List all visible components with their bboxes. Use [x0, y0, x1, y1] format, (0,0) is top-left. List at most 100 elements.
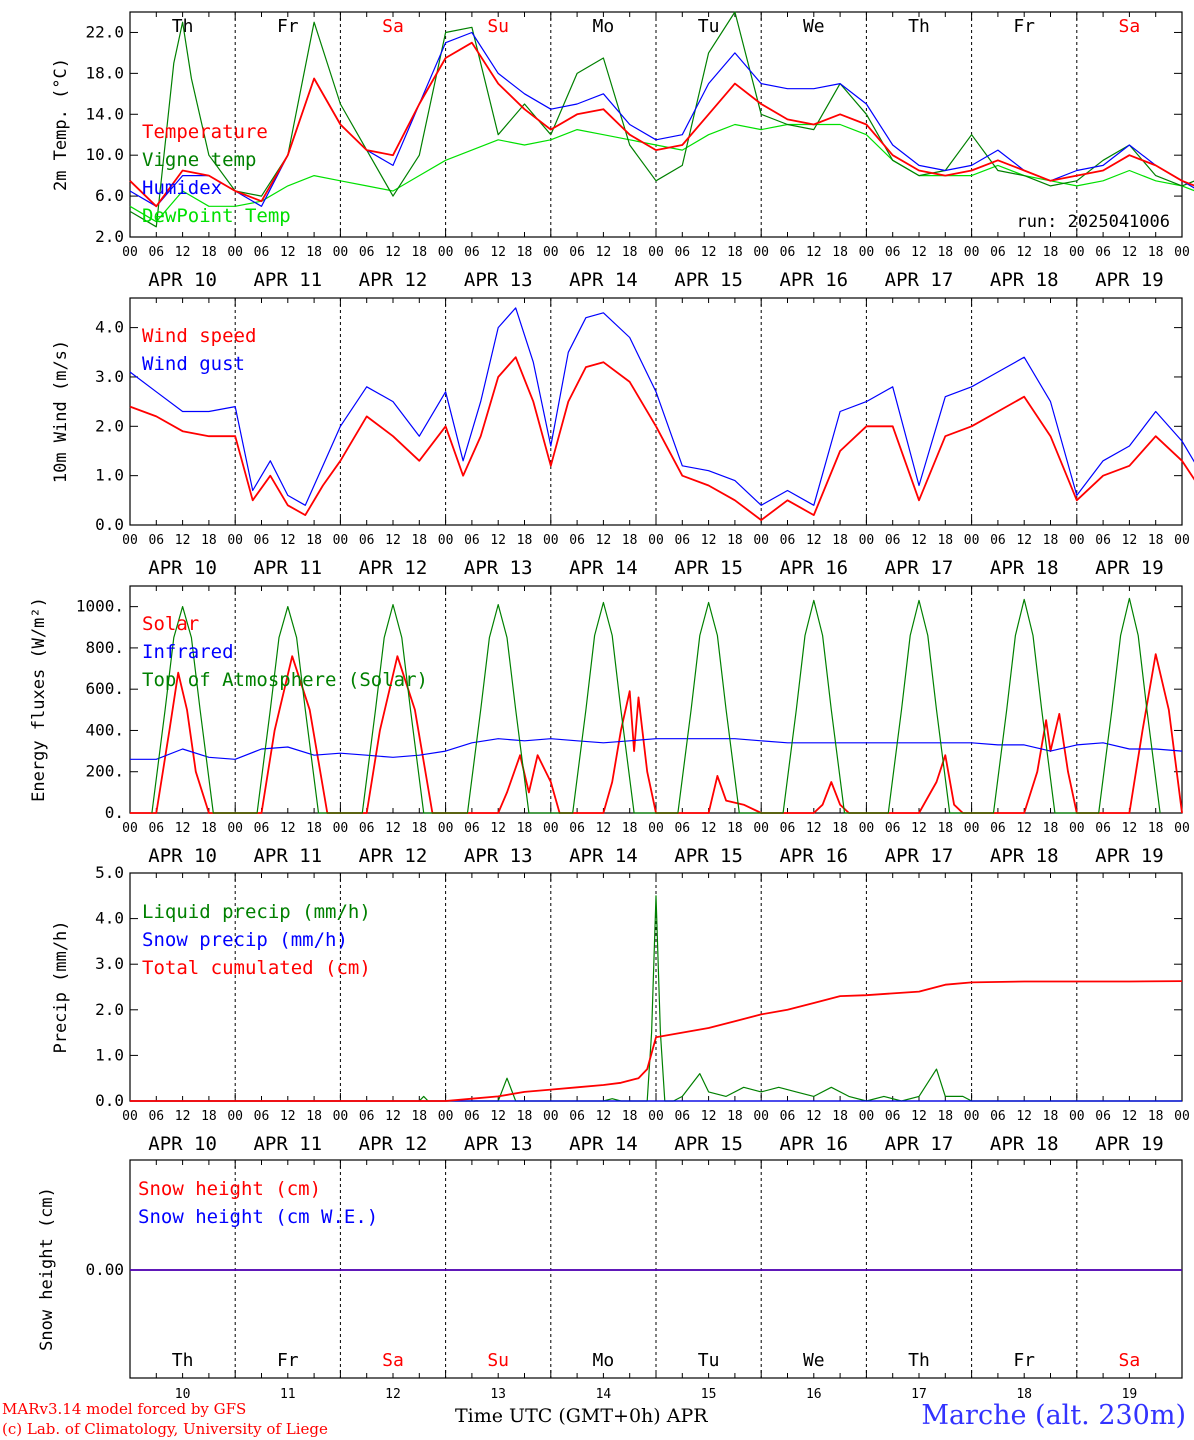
hour-tick-label: 12 — [175, 1109, 191, 1124]
date-number-label: 14 — [596, 1387, 612, 1402]
hour-tick-label: 06 — [254, 533, 270, 548]
legend-entry: Temperature — [142, 121, 268, 143]
hour-tick-label: 18 — [306, 1109, 322, 1124]
hour-tick-label: 06 — [148, 1109, 164, 1124]
hour-tick-label: 18 — [201, 1109, 217, 1124]
series-line-total-cumulated-cm- — [130, 980, 1183, 1102]
hour-tick-label: 00 — [1174, 245, 1190, 260]
hour-tick-label: 00 — [438, 1109, 454, 1124]
day-name-label: Th — [908, 1350, 930, 1371]
run-annotation: run: 2025041006 — [1016, 212, 1170, 232]
hour-tick-label: 06 — [990, 821, 1006, 836]
hour-tick-label: 18 — [1043, 245, 1059, 260]
panel-1: 2.0 6.0 10.0 14.0 18.0 22.0 2m Temp. (°C) Tempe… — [51, 11, 1194, 291]
y-tick-label: 2.0 — [95, 1000, 124, 1019]
hour-tick-label: 06 — [464, 1109, 480, 1124]
hour-tick-label: 00 — [1069, 245, 1085, 260]
date-number-label: 18 — [1016, 1387, 1032, 1402]
hour-tick-label: 06 — [1095, 1109, 1111, 1124]
panel-2: 0.0 1.0 2.0 3.0 4.0 10m Wind (m/s) Wind speed W… — [51, 297, 1194, 579]
y-tick-label: 400. — [85, 720, 124, 739]
hour-tick-label: 12 — [596, 821, 612, 836]
hour-tick-label: 00 — [438, 533, 454, 548]
hour-tick-label: 06 — [674, 245, 690, 260]
date-label: APR 18 — [990, 845, 1059, 867]
day-name-label: Sa — [1119, 1350, 1141, 1371]
hour-tick-label: 18 — [517, 245, 533, 260]
hour-tick-label: 18 — [306, 533, 322, 548]
date-label: APR 18 — [990, 557, 1059, 579]
date-label: APR 19 — [1095, 845, 1164, 867]
hour-tick-label: 18 — [306, 821, 322, 836]
y-tick-label: 0.0 — [95, 515, 124, 534]
legend-entry: Top of Atmosphere (Solar) — [142, 669, 428, 691]
hour-tick-label: 12 — [911, 1109, 927, 1124]
hour-tick-label: 06 — [464, 533, 480, 548]
hour-tick-label: 12 — [385, 1109, 401, 1124]
hour-tick-label: 06 — [359, 533, 375, 548]
day-name-label: Fr — [277, 16, 299, 37]
hour-tick-label: 18 — [411, 1109, 427, 1124]
hour-tick-label: 18 — [201, 533, 217, 548]
hour-tick-label: 06 — [569, 245, 585, 260]
hour-tick-label: 18 — [517, 821, 533, 836]
hour-tick-label: 06 — [990, 1109, 1006, 1124]
hour-tick-label: 00 — [964, 245, 980, 260]
date-label: APR 10 — [148, 269, 217, 291]
hour-tick-label: 18 — [937, 821, 953, 836]
hour-tick-label: 00 — [333, 533, 349, 548]
hour-tick-label: 12 — [385, 533, 401, 548]
hour-tick-label: 12 — [596, 1109, 612, 1124]
hour-tick-label: 00 — [122, 821, 138, 836]
hour-tick-label: 06 — [254, 1109, 270, 1124]
date-label: APR 16 — [779, 845, 848, 867]
hour-tick-label: 00 — [333, 1109, 349, 1124]
y-tick-label: 3.0 — [95, 954, 124, 973]
hour-tick-label: 06 — [780, 1109, 796, 1124]
legend-entry: Snow height (cm) — [138, 1178, 321, 1200]
hour-tick-label: 18 — [517, 533, 533, 548]
hour-tick-label: 12 — [911, 821, 927, 836]
legend-entry: Infrared — [142, 641, 234, 663]
legend-entry: Vigne temp — [142, 149, 256, 171]
y-tick-label: 0.0 — [95, 1091, 124, 1110]
hour-tick-label: 06 — [254, 821, 270, 836]
hour-tick-label: 12 — [490, 1109, 506, 1124]
hour-tick-label: 00 — [1174, 533, 1190, 548]
hour-tick-label: 18 — [1043, 821, 1059, 836]
hour-tick-label: 18 — [517, 1109, 533, 1124]
hour-tick-label: 18 — [306, 245, 322, 260]
day-name-label: Tu — [698, 1350, 720, 1371]
day-name-label: Th — [172, 16, 194, 37]
hour-tick-label: 12 — [596, 245, 612, 260]
date-label: APR 17 — [885, 269, 954, 291]
hour-tick-label: 06 — [359, 1109, 375, 1124]
hour-tick-label: 06 — [148, 821, 164, 836]
hour-tick-label: 12 — [1016, 1109, 1032, 1124]
day-name-label: Mo — [593, 16, 615, 37]
day-name-label: Fr — [1013, 1350, 1035, 1371]
hour-tick-label: 00 — [543, 821, 559, 836]
series-line-infrared — [130, 738, 1183, 760]
series-line-temperature — [129, 41, 1194, 208]
series-line-liquid-precip-mm-h- — [130, 895, 1182, 1102]
series-line-vigne-temp — [129, 11, 1194, 228]
y-axis-label: Precip (mm/h) — [51, 920, 71, 1053]
hour-tick-label: 12 — [701, 821, 717, 836]
hour-tick-label: 00 — [753, 533, 769, 548]
date-label: APR 12 — [359, 1133, 428, 1155]
date-label: APR 14 — [569, 1133, 638, 1155]
date-number-label: 19 — [1122, 1387, 1138, 1402]
y-axis-label: Snow height (cm) — [37, 1187, 57, 1351]
hour-tick-label: 12 — [911, 533, 927, 548]
y-tick-label: 18.0 — [85, 63, 124, 82]
y-axis-label: 10m Wind (m/s) — [51, 340, 71, 483]
hour-tick-label: 06 — [885, 245, 901, 260]
series-line-wind-gust — [129, 307, 1194, 506]
hour-tick-label: 00 — [753, 821, 769, 836]
hour-tick-label: 12 — [385, 821, 401, 836]
y-tick-label: 4.0 — [95, 909, 124, 928]
date-number-label: 10 — [175, 1387, 191, 1402]
hour-tick-label: 12 — [490, 821, 506, 836]
hour-tick-label: 12 — [280, 533, 296, 548]
